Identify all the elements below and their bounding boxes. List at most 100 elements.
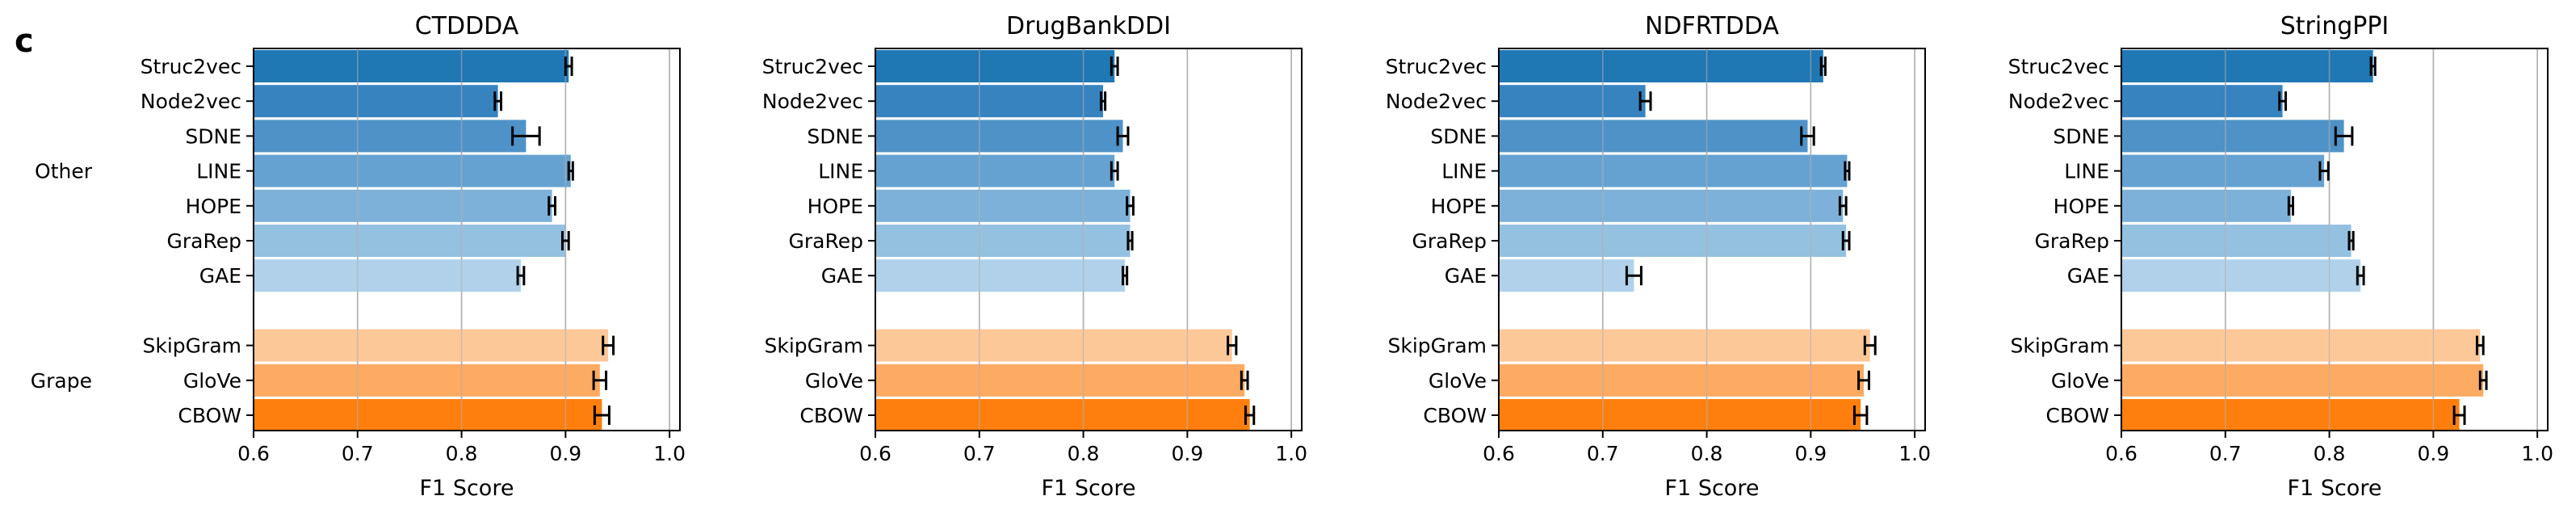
error-bar-sdne <box>511 126 541 146</box>
y-tick-label: GloVe <box>183 369 241 393</box>
y-tick-label: LINE <box>818 160 863 183</box>
error-bar-struc2vec <box>1819 57 1827 76</box>
bar-cbow <box>254 399 602 431</box>
error-bar-sdne <box>1800 126 1815 146</box>
error-bar-glove <box>1240 370 1249 390</box>
bar-hope <box>1499 189 1844 222</box>
chart-title: StringPPI <box>2280 12 2389 40</box>
bar-hope <box>2121 189 2291 222</box>
y-tick-label: Struc2vec <box>2008 55 2109 78</box>
y-tick-label: GloVe <box>2051 369 2109 393</box>
error-bar-cbow <box>1244 406 1256 425</box>
x-tick-label: 0.9 <box>549 442 581 465</box>
bar-sdne <box>2121 120 2344 153</box>
x-tick-label: 0.6 <box>1483 442 1515 465</box>
bar-glove <box>254 364 600 397</box>
y-tick-label: GAE <box>1445 264 1487 288</box>
y-tick-label: SDNE <box>2053 124 2109 148</box>
bar-skipgram <box>1499 329 1870 362</box>
error-bar-grarep <box>1126 231 1134 250</box>
bar-gae <box>2121 259 2361 292</box>
y-tick-label: SkipGram <box>1388 334 1487 358</box>
axes-frame <box>875 48 1303 431</box>
y-tick-label: CBOW <box>178 404 241 427</box>
panel-label: c <box>15 23 34 60</box>
chart-title: DrugBankDDI <box>1006 12 1171 40</box>
error-bar-hope <box>1126 195 1135 216</box>
bar-sdne <box>254 120 527 153</box>
bar-glove <box>875 364 1245 397</box>
x-tick-label: 0.8 <box>446 442 478 465</box>
x-tick-label: 0.7 <box>963 442 996 465</box>
bar-gae <box>1499 259 1634 292</box>
error-bar-skipgram <box>1227 335 1238 355</box>
y-tick-label: GraRep <box>1412 229 1487 253</box>
error-bar-node2vec <box>493 91 502 111</box>
error-bar-node2vec <box>2278 91 2287 111</box>
chart-panel-ndfrtdda: 0.6 0.7 0.8 0.9 1.0 Struc2vec Node2vec SDNE LINE… <box>1386 12 1931 501</box>
x-tick-label: 0.6 <box>859 442 892 465</box>
error-bar-skipgram <box>1863 335 1877 355</box>
x-tick-label: 0.9 <box>2417 442 2449 465</box>
bar-gae <box>875 259 1126 292</box>
y-tick-label: SkipGram <box>765 334 864 358</box>
axes-frame <box>253 48 681 431</box>
y-tick-label: SkipGram <box>2011 334 2110 358</box>
error-bar-hope <box>548 195 556 216</box>
axes-frame <box>2121 48 2549 431</box>
error-bar-grarep <box>560 231 570 250</box>
bar-sdne <box>875 120 1123 153</box>
group-label-grape: Grape <box>31 369 92 393</box>
bar-struc2vec <box>2121 50 2373 82</box>
bar-skipgram <box>254 329 609 362</box>
y-tick-label: SDNE <box>807 124 863 148</box>
x-axis-label: F1 Score <box>2288 476 2382 501</box>
bar-gae <box>254 259 521 292</box>
bar-hope <box>254 189 552 222</box>
bar-struc2vec <box>254 50 569 82</box>
bar-grarep <box>254 225 566 257</box>
y-tick-label: SDNE <box>185 124 241 148</box>
x-tick-label: 0.7 <box>1587 442 1619 465</box>
bar-cbow <box>2121 399 2460 431</box>
x-tick-label: 0.6 <box>2105 442 2138 465</box>
y-tick-label: Node2vec <box>2008 90 2109 113</box>
bar-sdne <box>1499 120 1808 153</box>
error-bar-line <box>567 161 574 181</box>
x-axis-label: F1 Score <box>1665 476 1760 501</box>
error-bar-sdne <box>1116 126 1130 146</box>
y-tick-label: GloVe <box>1429 369 1487 393</box>
axes-frame <box>1498 48 1926 431</box>
y-tick-label: HOPE <box>1431 195 1487 218</box>
bar-cbow <box>1499 399 1861 431</box>
x-tick-label: 0.8 <box>1068 442 1100 465</box>
bar-struc2vec <box>875 50 1115 82</box>
bar-node2vec <box>1499 85 1646 118</box>
x-tick-label: 0.7 <box>342 442 374 465</box>
y-tick-label: LINE <box>196 160 241 183</box>
x-tick-label: 1.0 <box>2521 442 2553 465</box>
error-bar-skipgram <box>2475 335 2485 355</box>
error-bar-line <box>1110 161 1119 181</box>
y-tick-label: GAE <box>2067 264 2109 288</box>
y-tick-label: Node2vec <box>141 90 241 113</box>
chart-title: CTDDDA <box>415 12 519 40</box>
error-bar-struc2vec <box>1110 57 1119 76</box>
y-tick-label: GraRep <box>167 229 241 253</box>
error-bar-gae <box>1121 266 1129 286</box>
x-axis-label: F1 Score <box>1042 476 1136 501</box>
y-tick-label: SkipGram <box>143 334 242 358</box>
y-tick-label: Struc2vec <box>762 55 863 78</box>
y-tick-label: GloVe <box>805 369 863 393</box>
group-label-other: Other <box>35 160 93 183</box>
y-tick-label: HOPE <box>186 195 241 218</box>
y-tick-label: GAE <box>821 264 863 288</box>
x-tick-label: 0.6 <box>237 442 270 465</box>
x-tick-label: 0.7 <box>2209 442 2242 465</box>
y-tick-label: HOPE <box>2054 195 2109 218</box>
error-bar-line <box>2318 161 2330 181</box>
x-tick-label: 0.9 <box>1171 442 1203 465</box>
error-bar-node2vec <box>1099 91 1107 111</box>
error-bar-grarep <box>1841 231 1851 250</box>
bar-glove <box>1499 364 1865 397</box>
